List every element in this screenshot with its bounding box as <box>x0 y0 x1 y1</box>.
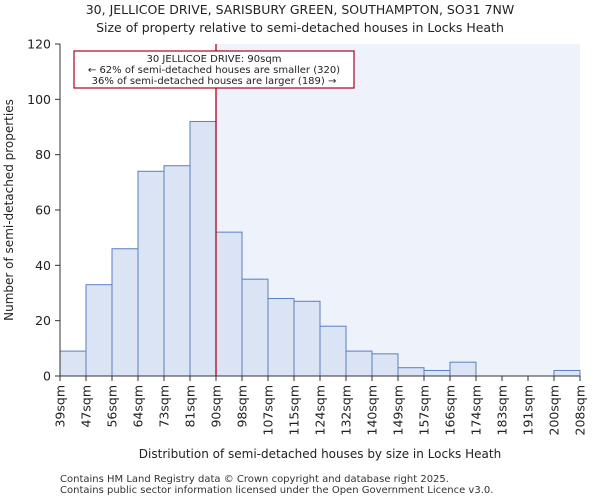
bar-90sqm <box>215 231 243 377</box>
footer-licence: Contains public sector information licen… <box>60 485 494 496</box>
bar-81sqm <box>189 120 217 377</box>
y-tick-label: 100 <box>27 92 51 107</box>
x-tick-label: 200sqm <box>547 385 562 435</box>
annotation-box <box>73 50 355 89</box>
x-tick-label: 157sqm <box>417 385 432 435</box>
x-tick-label: 115sqm <box>287 385 302 435</box>
x-tick-label: 183sqm <box>495 385 510 435</box>
bar-47sqm <box>85 284 113 377</box>
bar-39sqm <box>59 350 87 377</box>
y-tick-label: 20 <box>35 313 51 328</box>
chart-subtitle: Size of property relative to semi-detach… <box>96 20 504 35</box>
x-tick-label: 166sqm <box>443 385 458 435</box>
footer-copyright: Contains HM Land Registry data © Crown c… <box>60 474 449 485</box>
x-tick-label: 107sqm <box>261 385 276 435</box>
bar-115sqm <box>293 300 321 377</box>
x-tick-label: 149sqm <box>391 385 406 435</box>
annotation-line-1: 30 JELLICOE DRIVE: 90sqm <box>147 54 282 65</box>
x-tick-label: 124sqm <box>313 385 328 435</box>
y-tick-label: 0 <box>43 369 51 384</box>
x-tick-label: 39sqm <box>53 385 68 428</box>
bar-140sqm <box>371 353 399 377</box>
page-title: 30, JELLICOE DRIVE, SARISBURY GREEN, SOU… <box>85 2 515 17</box>
x-tick-label: 98sqm <box>235 385 250 428</box>
x-tick-label: 64sqm <box>131 385 146 428</box>
y-tick-label: 60 <box>35 203 51 218</box>
x-tick-label: 81sqm <box>183 385 198 428</box>
x-tick-label: 47sqm <box>79 385 94 428</box>
y-axis-label: Number of semi-detached properties <box>2 99 16 321</box>
x-tick-label: 90sqm <box>209 385 224 428</box>
annotation-line-3: 36% of semi-detached houses are larger (… <box>92 76 337 87</box>
x-axis-label: Distribution of semi-detached houses by … <box>139 447 501 461</box>
y-tick-label: 40 <box>35 258 51 273</box>
y-tick-label: 80 <box>35 147 51 162</box>
bar-107sqm <box>267 298 295 377</box>
bar-149sqm <box>397 367 425 377</box>
bar-73sqm <box>163 165 191 377</box>
x-tick-label: 73sqm <box>157 385 172 428</box>
x-tick-label: 174sqm <box>469 385 484 435</box>
y-ticks-group: 0 20 40 60 80 100 120 <box>27 37 60 384</box>
bars-group <box>59 120 581 377</box>
bar-132sqm <box>345 350 373 377</box>
bar-157sqm <box>423 369 451 377</box>
x-tick-label: 132sqm <box>339 385 354 435</box>
annotation-line-2: ← 62% of semi-detached houses are smalle… <box>88 65 340 76</box>
bar-166sqm <box>449 361 477 377</box>
bar-64sqm <box>137 170 165 377</box>
y-tick-label: 120 <box>27 37 51 52</box>
bar-98sqm <box>241 278 269 377</box>
bar-200sqm <box>553 369 581 377</box>
x-tick-label: 191sqm <box>521 385 536 435</box>
bar-124sqm <box>319 325 347 377</box>
x-ticks-group: 39sqm 47sqm 56sqm 64sqm 73sqm 81sqm 90sqm 98sqm… <box>53 376 588 435</box>
x-tick-label: 140sqm <box>365 385 380 435</box>
x-tick-label: 208sqm <box>573 385 588 435</box>
bar-56sqm <box>111 248 139 377</box>
x-tick-label: 56sqm <box>105 385 120 428</box>
